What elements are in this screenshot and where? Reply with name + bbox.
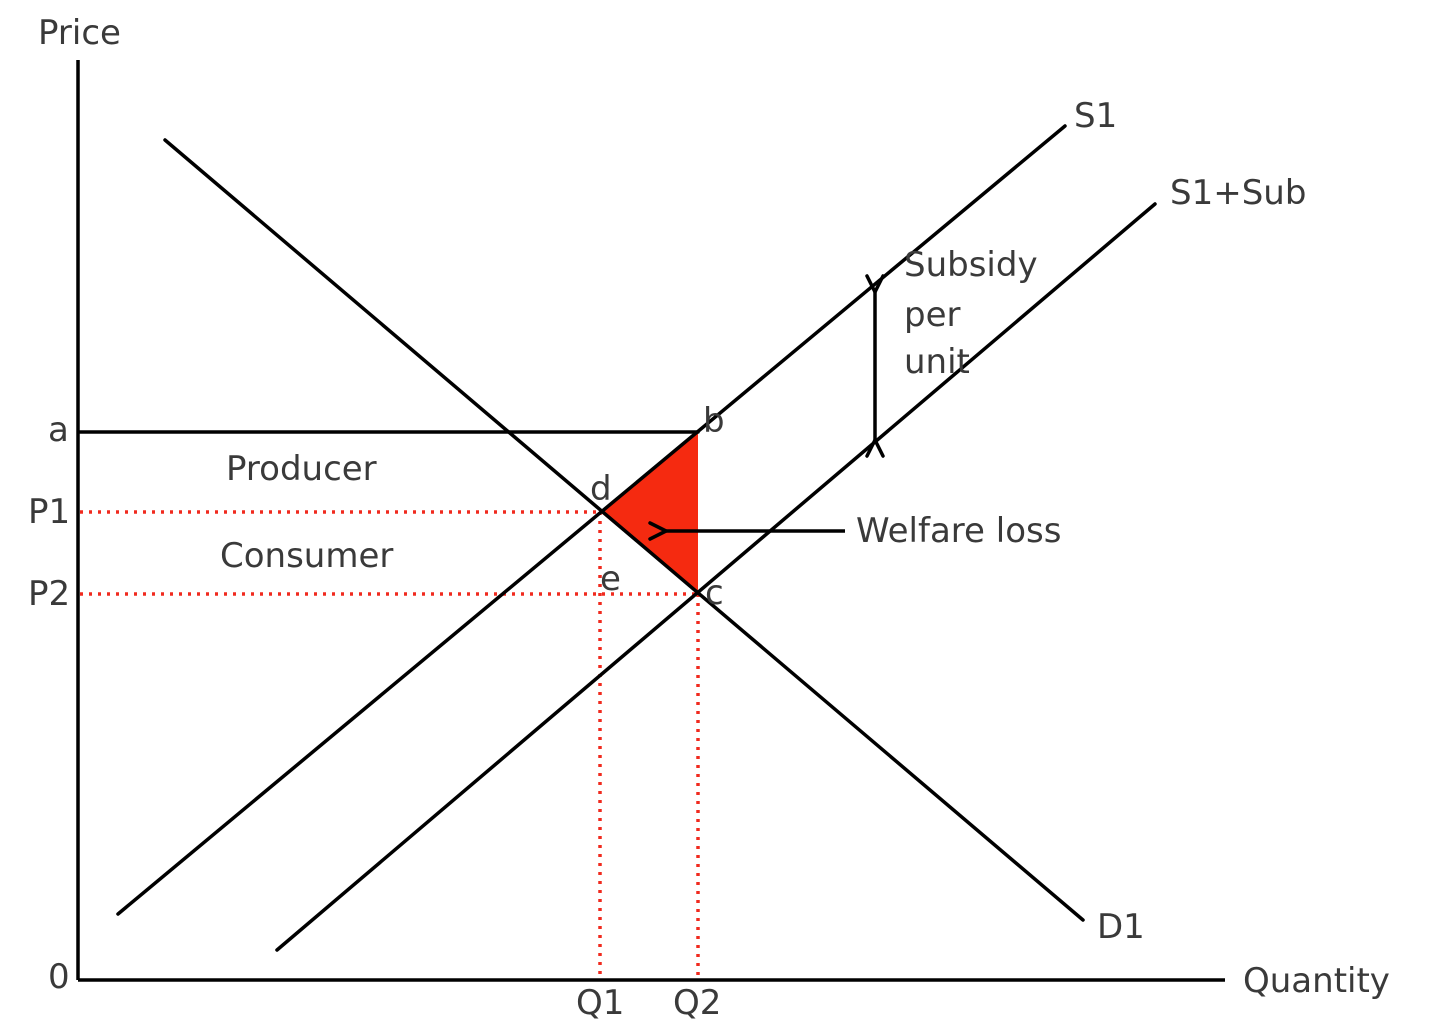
x-axis-label: Quantity <box>1243 961 1390 1001</box>
supply-curve-s1-sub <box>275 202 1157 952</box>
point-label-e: e <box>600 559 621 599</box>
subsidy-label-line1: Subsidy <box>904 245 1038 285</box>
supply-curve-s1 <box>116 124 1067 916</box>
y-axis-label: Price <box>38 13 121 53</box>
demand-curve-d1 <box>163 138 1085 922</box>
region-label-producer: Producer <box>226 449 377 489</box>
origin-label: 0 <box>48 957 70 997</box>
welfare-loss-triangle <box>600 432 698 594</box>
subsidy-label-line2: per <box>904 295 961 335</box>
subsidy-label-line3: unit <box>904 342 970 382</box>
point-label-b: b <box>703 401 725 441</box>
curve-label-d1: D1 <box>1097 907 1145 947</box>
quantity-label-q2: Q2 <box>673 983 721 1023</box>
quantity-label-q1: Q1 <box>576 983 624 1023</box>
price-label-p1: P1 <box>28 492 70 532</box>
curve-label-s1: S1 <box>1074 96 1117 136</box>
price-label-a: a <box>48 410 69 450</box>
welfare-loss-label: Welfare loss <box>856 511 1061 551</box>
curve-label-s1-sub: S1+Sub <box>1170 173 1306 213</box>
price-label-p2: P2 <box>28 574 70 614</box>
point-label-d: d <box>590 469 612 509</box>
point-label-c: c <box>705 573 724 613</box>
region-label-consumer: Consumer <box>220 536 393 576</box>
